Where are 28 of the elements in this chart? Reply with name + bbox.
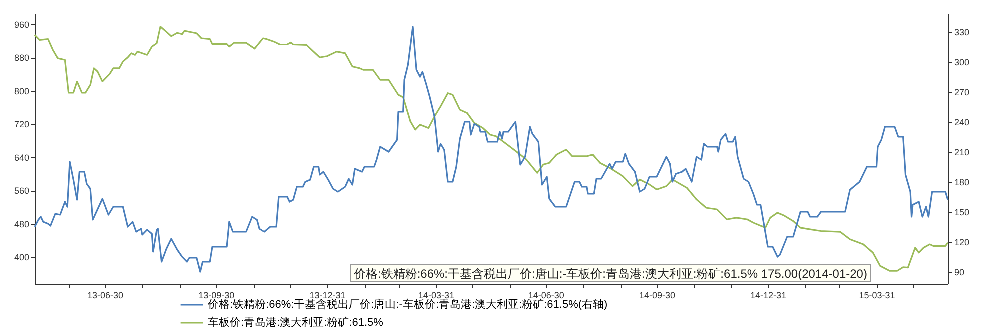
y2-tick-label: 210 xyxy=(954,148,970,158)
legend-label: 车板价:青岛港:澳大利亚:粉矿:61.5% xyxy=(208,316,384,328)
y2-tick-label: 150 xyxy=(954,208,970,218)
legend-label: 价格:铁精粉:66%:干基含税出厂价:唐山:-车板价:青岛港:澳大利亚:粉矿:61.5%(右轴) xyxy=(207,298,608,311)
x-tick-label: 15-03-31 xyxy=(859,290,896,300)
y2-tick-label: 240 xyxy=(954,118,970,128)
x-tick-label: 14-06-30 xyxy=(528,290,564,300)
y-tick-label: 400 xyxy=(14,252,30,262)
x-tick-label: 13-12-31 xyxy=(310,290,346,300)
y-tick-label: 800 xyxy=(14,86,30,96)
x-tick-label: 13-09-30 xyxy=(198,290,235,300)
y-tick-label: 640 xyxy=(14,152,30,163)
y2-tick-label: 330 xyxy=(954,28,970,38)
x-tick-label: 13-06-30 xyxy=(88,290,124,300)
y-tick-label: 480 xyxy=(14,219,30,230)
y2-tick-label: 300 xyxy=(954,58,970,68)
y2-tick-label: 90 xyxy=(954,268,965,278)
y-tick-label: 960 xyxy=(14,20,30,30)
y2-tick-label: 180 xyxy=(954,178,970,188)
y-tick-label: 720 xyxy=(14,120,30,130)
x-tick-label: 14-12-31 xyxy=(750,290,787,300)
y2-tick-label: 270 xyxy=(954,88,970,98)
x-tick-label: 14-03-31 xyxy=(418,290,454,300)
y-tick-label: 880 xyxy=(14,53,30,64)
annotation: 价格:铁精粉:66%:干基含税出厂价:唐山:-车板价:青岛港:澳大利亚:粉矿:61.5% 175.00(2014-01-20) xyxy=(353,267,868,281)
y-tick-label: 560 xyxy=(14,186,30,196)
x-tick-label: 14-09-30 xyxy=(639,290,676,300)
y2-tick-label: 120 xyxy=(954,238,970,248)
